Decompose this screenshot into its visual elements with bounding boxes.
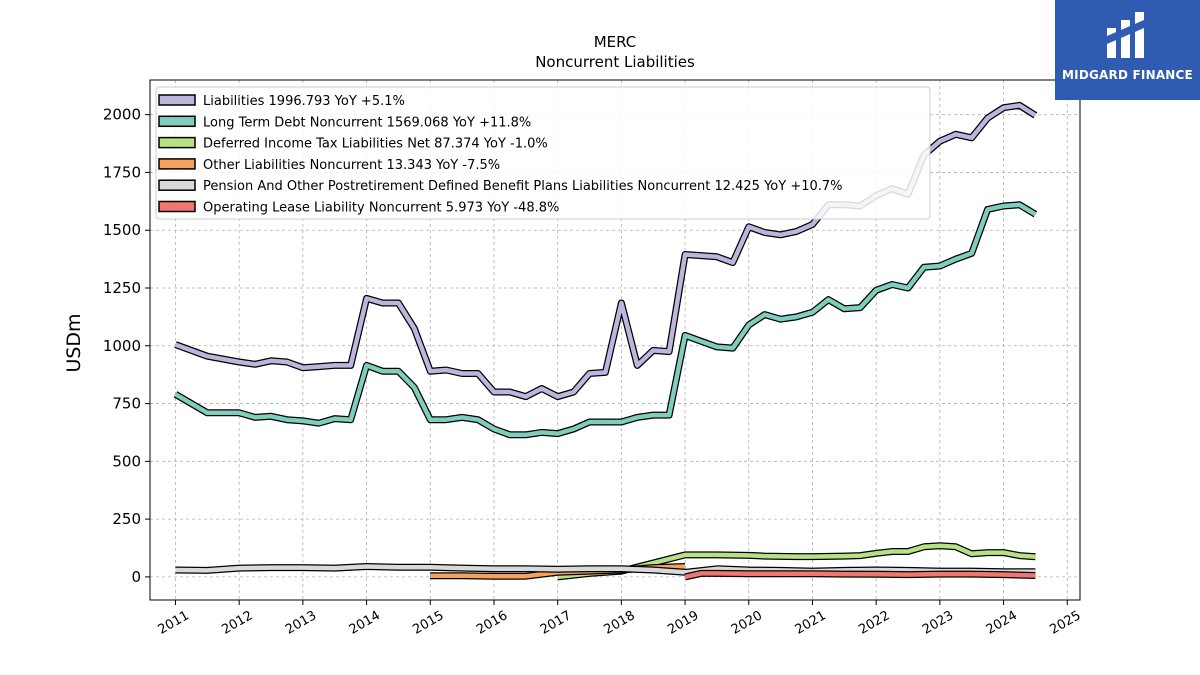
y-tick-label: 1500 bbox=[103, 221, 141, 239]
plot-frame bbox=[149, 79, 1081, 601]
legend-box bbox=[155, 86, 931, 220]
x-tick-label: 2017 bbox=[538, 608, 574, 638]
brand-logo: MIDGARD FINANCE bbox=[1055, 0, 1200, 100]
y-tick-label: 1250 bbox=[103, 279, 141, 297]
legend-swatch bbox=[158, 115, 196, 128]
legend-swatch bbox=[158, 136, 196, 149]
series-line-outline bbox=[173, 201, 1038, 439]
x-tick-label: 2024 bbox=[984, 608, 1020, 638]
chart-subtitle: Noncurrent Liabilities bbox=[535, 53, 695, 71]
legend-swatch bbox=[158, 94, 196, 106]
series-line bbox=[175, 564, 1036, 575]
legend-label: Pension And Other Postretirement Defined… bbox=[203, 179, 843, 194]
y-tick-label: 750 bbox=[112, 395, 141, 413]
logo-mark-icon bbox=[1107, 12, 1144, 58]
x-tick-label: 2025 bbox=[1047, 608, 1083, 638]
legend: Liabilities 1996.793 YoY +5.1% Long Term … bbox=[155, 86, 931, 220]
legend-swatch bbox=[158, 179, 196, 191]
series-4 bbox=[175, 563, 1036, 576]
x-axis-ticks: 2011 2012 2013 2014 2015 2016 2017 2018 2019 2020… bbox=[156, 600, 1084, 638]
y-axis-ticks: 0 250 500 750 1000 1250 1500 1750 2000 bbox=[103, 106, 150, 586]
y-tick-label: 2000 bbox=[103, 106, 141, 124]
x-tick-label: 2013 bbox=[283, 608, 319, 638]
series-line bbox=[557, 543, 1036, 580]
series-5 bbox=[684, 569, 1036, 581]
series-line bbox=[174, 202, 1037, 438]
y-tick-label: 0 bbox=[131, 568, 141, 586]
x-tick-label: 2011 bbox=[156, 608, 192, 638]
y-tick-label: 1750 bbox=[103, 163, 141, 181]
x-tick-label: 2018 bbox=[602, 608, 638, 638]
x-tick-label: 2019 bbox=[665, 608, 701, 638]
series-1 bbox=[173, 201, 1038, 439]
series-2 bbox=[557, 542, 1036, 581]
y-tick-label: 1000 bbox=[103, 337, 141, 355]
y-tick-label: 500 bbox=[112, 452, 141, 470]
legend-label: Deferred Income Tax Liabilities Net 87.3… bbox=[203, 137, 548, 152]
y-tick-label: 250 bbox=[112, 510, 141, 528]
chart-title: MERC bbox=[594, 33, 637, 51]
legend-swatch bbox=[158, 200, 196, 213]
brand-name: MIDGARD FINANCE bbox=[1062, 68, 1193, 82]
x-tick-label: 2020 bbox=[729, 608, 765, 638]
x-tick-label: 2016 bbox=[474, 608, 510, 638]
legend-label: Liabilities 1996.793 YoY +5.1% bbox=[203, 94, 405, 109]
x-tick-label: 2022 bbox=[856, 608, 892, 638]
y-axis-label: USDm bbox=[63, 313, 85, 372]
series-line bbox=[684, 571, 1036, 580]
x-tick-label: 2012 bbox=[219, 608, 255, 638]
x-tick-label: 2023 bbox=[920, 608, 956, 638]
legend-swatch bbox=[158, 158, 196, 170]
legend-label: Operating Lease Liability Noncurrent 5.9… bbox=[203, 201, 559, 216]
legend-label: Long Term Debt Noncurrent 1569.068 YoY +… bbox=[203, 115, 531, 130]
legend-label: Other Liabilities Noncurrent 13.343 YoY … bbox=[203, 158, 500, 173]
x-tick-label: 2014 bbox=[347, 608, 383, 638]
x-tick-label: 2015 bbox=[410, 608, 446, 638]
x-tick-label: 2021 bbox=[793, 608, 829, 638]
